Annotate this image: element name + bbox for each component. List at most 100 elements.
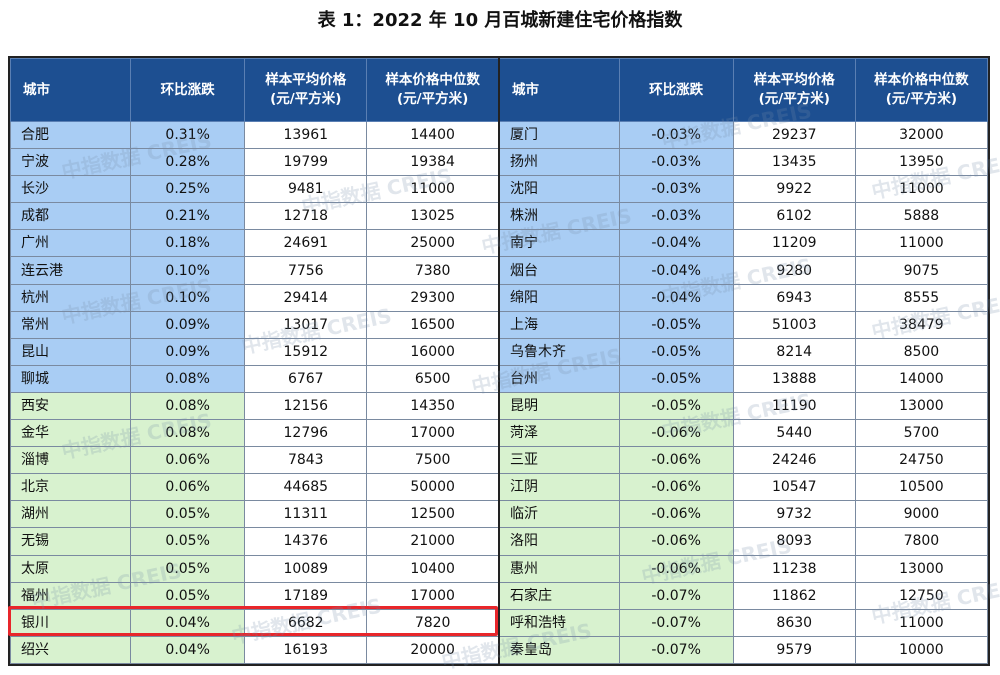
cell-right-median: 38479 — [854, 310, 989, 339]
cell-right-avg: 8630 — [732, 608, 856, 637]
cell-left-city: 昆山 — [9, 337, 132, 366]
cell-left-change: 0.08% — [130, 419, 246, 448]
cell-left-change: 0.05% — [130, 581, 246, 610]
header-avg-line1: 样本平均价格 — [265, 72, 347, 88]
header-avg-line2: (元/平方米) — [270, 91, 342, 107]
cell-left-median: 16000 — [366, 337, 500, 366]
cell-left-median: 20000 — [366, 635, 500, 664]
cell-left-city: 常州 — [9, 310, 132, 339]
table-row: 长沙 0.25% 9481 11000 沈阳 -0.03% 9922 11000 — [9, 175, 989, 204]
cell-right-city: 绵阳 — [498, 283, 620, 312]
cell-left-city: 淄博 — [9, 446, 132, 475]
cell-right-city: 上海 — [498, 310, 620, 339]
cell-right-change: -0.05% — [618, 337, 734, 366]
cell-left-avg: 9481 — [244, 175, 368, 204]
table-row: 福州 0.05% 17189 17000 石家庄 -0.07% 11862 12750 — [9, 581, 989, 610]
cell-left-median: 17000 — [366, 581, 500, 610]
table-row: 连云港 0.10% 7756 7380 烟台 -0.04% 9280 9075 — [9, 256, 989, 285]
cell-right-median: 5888 — [854, 202, 989, 231]
cell-left-median: 17000 — [366, 419, 500, 448]
cell-right-change: -0.06% — [618, 500, 734, 529]
cell-right-change: -0.06% — [618, 527, 734, 556]
cell-right-median: 12750 — [854, 581, 989, 610]
cell-left-median: 7820 — [366, 608, 500, 637]
cell-left-change: 0.18% — [130, 229, 246, 258]
price-index-table: 城市 环比涨跌 样本平均价格 (元/平方米) 样本价格中位数 (元/平方米) 城… — [9, 58, 989, 664]
table-row: 金华 0.08% 12796 17000 菏泽 -0.06% 5440 5700 — [9, 419, 989, 448]
cell-right-city: 台州 — [498, 364, 620, 393]
cell-left-change: 0.10% — [130, 283, 246, 312]
cell-right-median: 8555 — [854, 283, 989, 312]
header-change-left: 环比涨跌 — [130, 58, 246, 122]
table-body: 合肥 0.31% 13961 14400 厦门 -0.03% 29237 32000 宁波 0.2… — [9, 120, 989, 664]
table-row: 合肥 0.31% 13961 14400 厦门 -0.03% 29237 32000 — [9, 120, 989, 150]
cell-right-city: 临沂 — [498, 500, 620, 529]
cell-right-avg: 9922 — [732, 175, 856, 204]
table-row: 成都 0.21% 12718 13025 株洲 -0.03% 6102 5888 — [9, 202, 989, 231]
table-row: 昆山 0.09% 15912 16000 乌鲁木齐 -0.05% 8214 8500 — [9, 337, 989, 366]
table-header-row: 城市 环比涨跌 样本平均价格 (元/平方米) 样本价格中位数 (元/平方米) 城… — [9, 58, 989, 122]
cell-left-change: 0.25% — [130, 175, 246, 204]
table-row: 无锡 0.05% 14376 21000 洛阳 -0.06% 8093 7800 — [9, 527, 989, 556]
cell-right-change: -0.06% — [618, 446, 734, 475]
cell-left-median: 13025 — [366, 202, 500, 231]
cell-left-city: 杭州 — [9, 283, 132, 312]
cell-left-median: 14350 — [366, 391, 500, 421]
header-city-left: 城市 — [9, 58, 132, 122]
cell-left-city: 银川 — [9, 608, 132, 637]
cell-left-avg: 15912 — [244, 337, 368, 366]
cell-right-change: -0.06% — [618, 473, 734, 502]
cell-right-avg: 9579 — [732, 635, 856, 664]
cell-right-median: 11000 — [854, 229, 989, 258]
cell-right-avg: 51003 — [732, 310, 856, 339]
table-row: 聊城 0.08% 6767 6500 台州 -0.05% 13888 14000 — [9, 364, 989, 393]
cell-left-city: 广州 — [9, 229, 132, 258]
cell-left-city: 北京 — [9, 473, 132, 502]
table-row: 淄博 0.06% 7843 7500 三亚 -0.06% 24246 24750 — [9, 446, 989, 475]
cell-right-avg: 11238 — [732, 554, 856, 583]
cell-left-avg: 14376 — [244, 527, 368, 556]
cell-right-avg: 9732 — [732, 500, 856, 529]
cell-left-city: 福州 — [9, 581, 132, 610]
cell-right-median: 32000 — [854, 120, 989, 150]
cell-right-avg: 8093 — [732, 527, 856, 556]
cell-left-median: 19384 — [366, 148, 500, 177]
cell-left-avg: 12156 — [244, 391, 368, 421]
cell-right-city: 洛阳 — [498, 527, 620, 556]
cell-right-change: -0.07% — [618, 635, 734, 664]
cell-left-city: 成都 — [9, 202, 132, 231]
cell-right-median: 13950 — [854, 148, 989, 177]
header-change-right: 环比涨跌 — [618, 58, 734, 122]
header-median-line2: (元/平方米) — [397, 91, 469, 107]
cell-right-median: 13000 — [854, 554, 989, 583]
cell-right-city: 呼和浩特 — [498, 608, 620, 637]
cell-right-avg: 11190 — [732, 391, 856, 421]
cell-left-city: 合肥 — [9, 120, 132, 150]
cell-right-change: -0.06% — [618, 554, 734, 583]
cell-left-avg: 12796 — [244, 419, 368, 448]
cell-left-city: 绍兴 — [9, 635, 132, 664]
cell-right-change: -0.07% — [618, 608, 734, 637]
cell-left-city: 无锡 — [9, 527, 132, 556]
cell-left-city: 金华 — [9, 419, 132, 448]
cell-left-change: 0.05% — [130, 554, 246, 583]
cell-left-avg: 6767 — [244, 364, 368, 393]
cell-right-avg: 13435 — [732, 148, 856, 177]
cell-left-city: 西安 — [9, 391, 132, 421]
cell-left-city: 聊城 — [9, 364, 132, 393]
cell-left-city: 宁波 — [9, 148, 132, 177]
cell-right-median: 5700 — [854, 419, 989, 448]
table-row: 太原 0.05% 10089 10400 惠州 -0.06% 11238 13000 — [9, 554, 989, 583]
cell-left-median: 16500 — [366, 310, 500, 339]
header-city-right: 城市 — [498, 58, 620, 122]
table-title: 表 1：2022 年 10 月百城新建住宅价格指数 — [317, 10, 683, 31]
cell-left-avg: 29414 — [244, 283, 368, 312]
cell-left-change: 0.10% — [130, 256, 246, 285]
cell-right-avg: 6102 — [732, 202, 856, 231]
cell-left-change: 0.04% — [130, 635, 246, 664]
table-row: 宁波 0.28% 19799 19384 扬州 -0.03% 13435 13950 — [9, 148, 989, 177]
cell-left-change: 0.09% — [130, 310, 246, 339]
cell-right-change: -0.03% — [618, 175, 734, 204]
cell-right-median: 11000 — [854, 608, 989, 637]
cell-right-change: -0.05% — [618, 310, 734, 339]
